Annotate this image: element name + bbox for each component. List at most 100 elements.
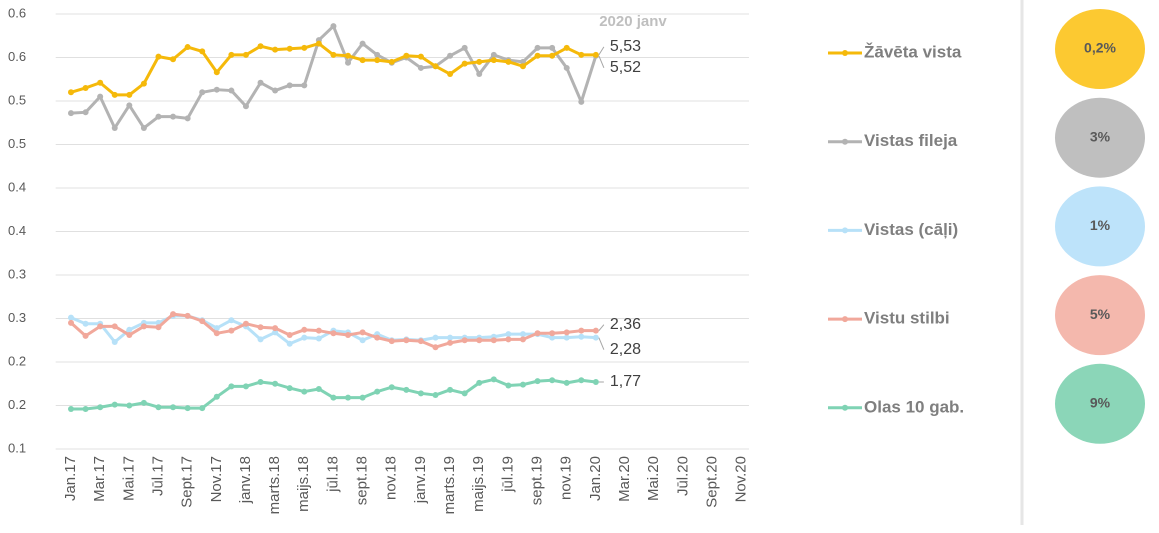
value-label: 5,52	[610, 59, 641, 76]
legend-label: Vistas (cāļi)	[864, 220, 958, 239]
series-line	[70, 24, 598, 130]
x-tick-label: jūl.18	[324, 456, 341, 493]
marker	[519, 331, 526, 338]
marker	[272, 329, 279, 336]
marker	[417, 64, 424, 71]
value-label: 1,77	[610, 373, 641, 390]
marker	[432, 63, 439, 70]
marker	[140, 399, 147, 406]
marker	[359, 394, 366, 401]
x-tick-label: sept.18	[354, 456, 371, 505]
marker	[272, 46, 279, 53]
badge-label: 3%	[1090, 128, 1111, 144]
y-tick-label: 0.6	[8, 49, 26, 64]
marker	[549, 377, 556, 384]
marker	[199, 48, 206, 55]
marker	[184, 405, 191, 412]
marker	[111, 338, 118, 345]
marker	[126, 326, 133, 333]
marker	[359, 57, 366, 64]
legend-label: Vistas fileja	[864, 131, 958, 150]
x-tick-label: Mai.17	[120, 456, 137, 501]
marker	[82, 405, 89, 412]
marker	[345, 59, 352, 66]
marker	[432, 344, 439, 351]
marker	[330, 51, 337, 58]
badge-label: 9%	[1090, 395, 1111, 411]
y-tick-label: 0.2	[8, 397, 26, 412]
marker	[301, 334, 308, 341]
marker	[170, 311, 177, 318]
badge	[1055, 363, 1145, 444]
marker	[432, 392, 439, 399]
badge	[1055, 275, 1145, 356]
marker	[374, 334, 381, 341]
marker	[330, 394, 337, 401]
badge	[1055, 186, 1145, 267]
marker	[359, 337, 366, 344]
y-tick-label: 0.6	[8, 5, 26, 20]
marker	[272, 380, 279, 387]
series-line	[70, 42, 596, 97]
marker	[213, 393, 220, 400]
marker	[578, 98, 585, 105]
marker	[359, 40, 366, 47]
marker	[447, 71, 454, 78]
marker	[490, 51, 497, 58]
marker	[476, 337, 483, 344]
marker	[447, 334, 454, 341]
marker	[97, 404, 104, 411]
marker	[461, 60, 468, 67]
x-tick-label: Jūl.20	[674, 456, 691, 496]
marker	[97, 323, 104, 330]
marker	[228, 327, 235, 334]
marker	[242, 383, 249, 390]
x-tick-label: nov.18	[383, 456, 400, 500]
value-label: 2,36	[610, 316, 641, 333]
marker	[461, 44, 468, 51]
y-tick-label: 0.2	[8, 353, 26, 368]
marker	[417, 338, 424, 345]
marker	[490, 57, 497, 64]
x-tick-label: marts.18	[266, 456, 283, 514]
marker	[213, 325, 220, 332]
legend-label: Vistu stilbi	[864, 309, 950, 328]
marker	[345, 52, 352, 59]
marker	[374, 51, 381, 58]
marker	[505, 58, 512, 65]
marker	[68, 89, 74, 96]
x-tick-label: janv.18	[237, 456, 254, 504]
marker	[374, 57, 381, 64]
marker	[359, 329, 366, 336]
marker	[476, 58, 483, 65]
marker	[388, 58, 395, 65]
marker	[534, 378, 541, 385]
marker	[242, 320, 249, 327]
marker	[111, 124, 118, 131]
marker	[257, 336, 264, 343]
badge	[1055, 9, 1145, 89]
marker	[461, 390, 468, 397]
x-tick-label: nov.19	[558, 456, 575, 500]
marker	[82, 332, 89, 339]
marker	[301, 44, 308, 51]
marker	[534, 52, 541, 59]
marker	[257, 379, 264, 386]
badge-label: 0,2%	[1084, 40, 1116, 56]
marker	[315, 385, 322, 392]
marker	[228, 51, 235, 58]
leader-line	[598, 337, 605, 350]
marker	[68, 319, 74, 326]
marker	[549, 44, 556, 51]
marker	[126, 102, 133, 109]
leader-line	[598, 55, 605, 68]
y-tick-label: 0.3	[8, 266, 26, 281]
series-line	[71, 377, 597, 411]
y-tick-label: 0.3	[8, 310, 26, 325]
marker	[140, 323, 147, 330]
marker	[170, 113, 177, 120]
marker	[140, 80, 147, 87]
marker	[140, 124, 147, 131]
y-tick-label: 0.5	[8, 136, 26, 151]
